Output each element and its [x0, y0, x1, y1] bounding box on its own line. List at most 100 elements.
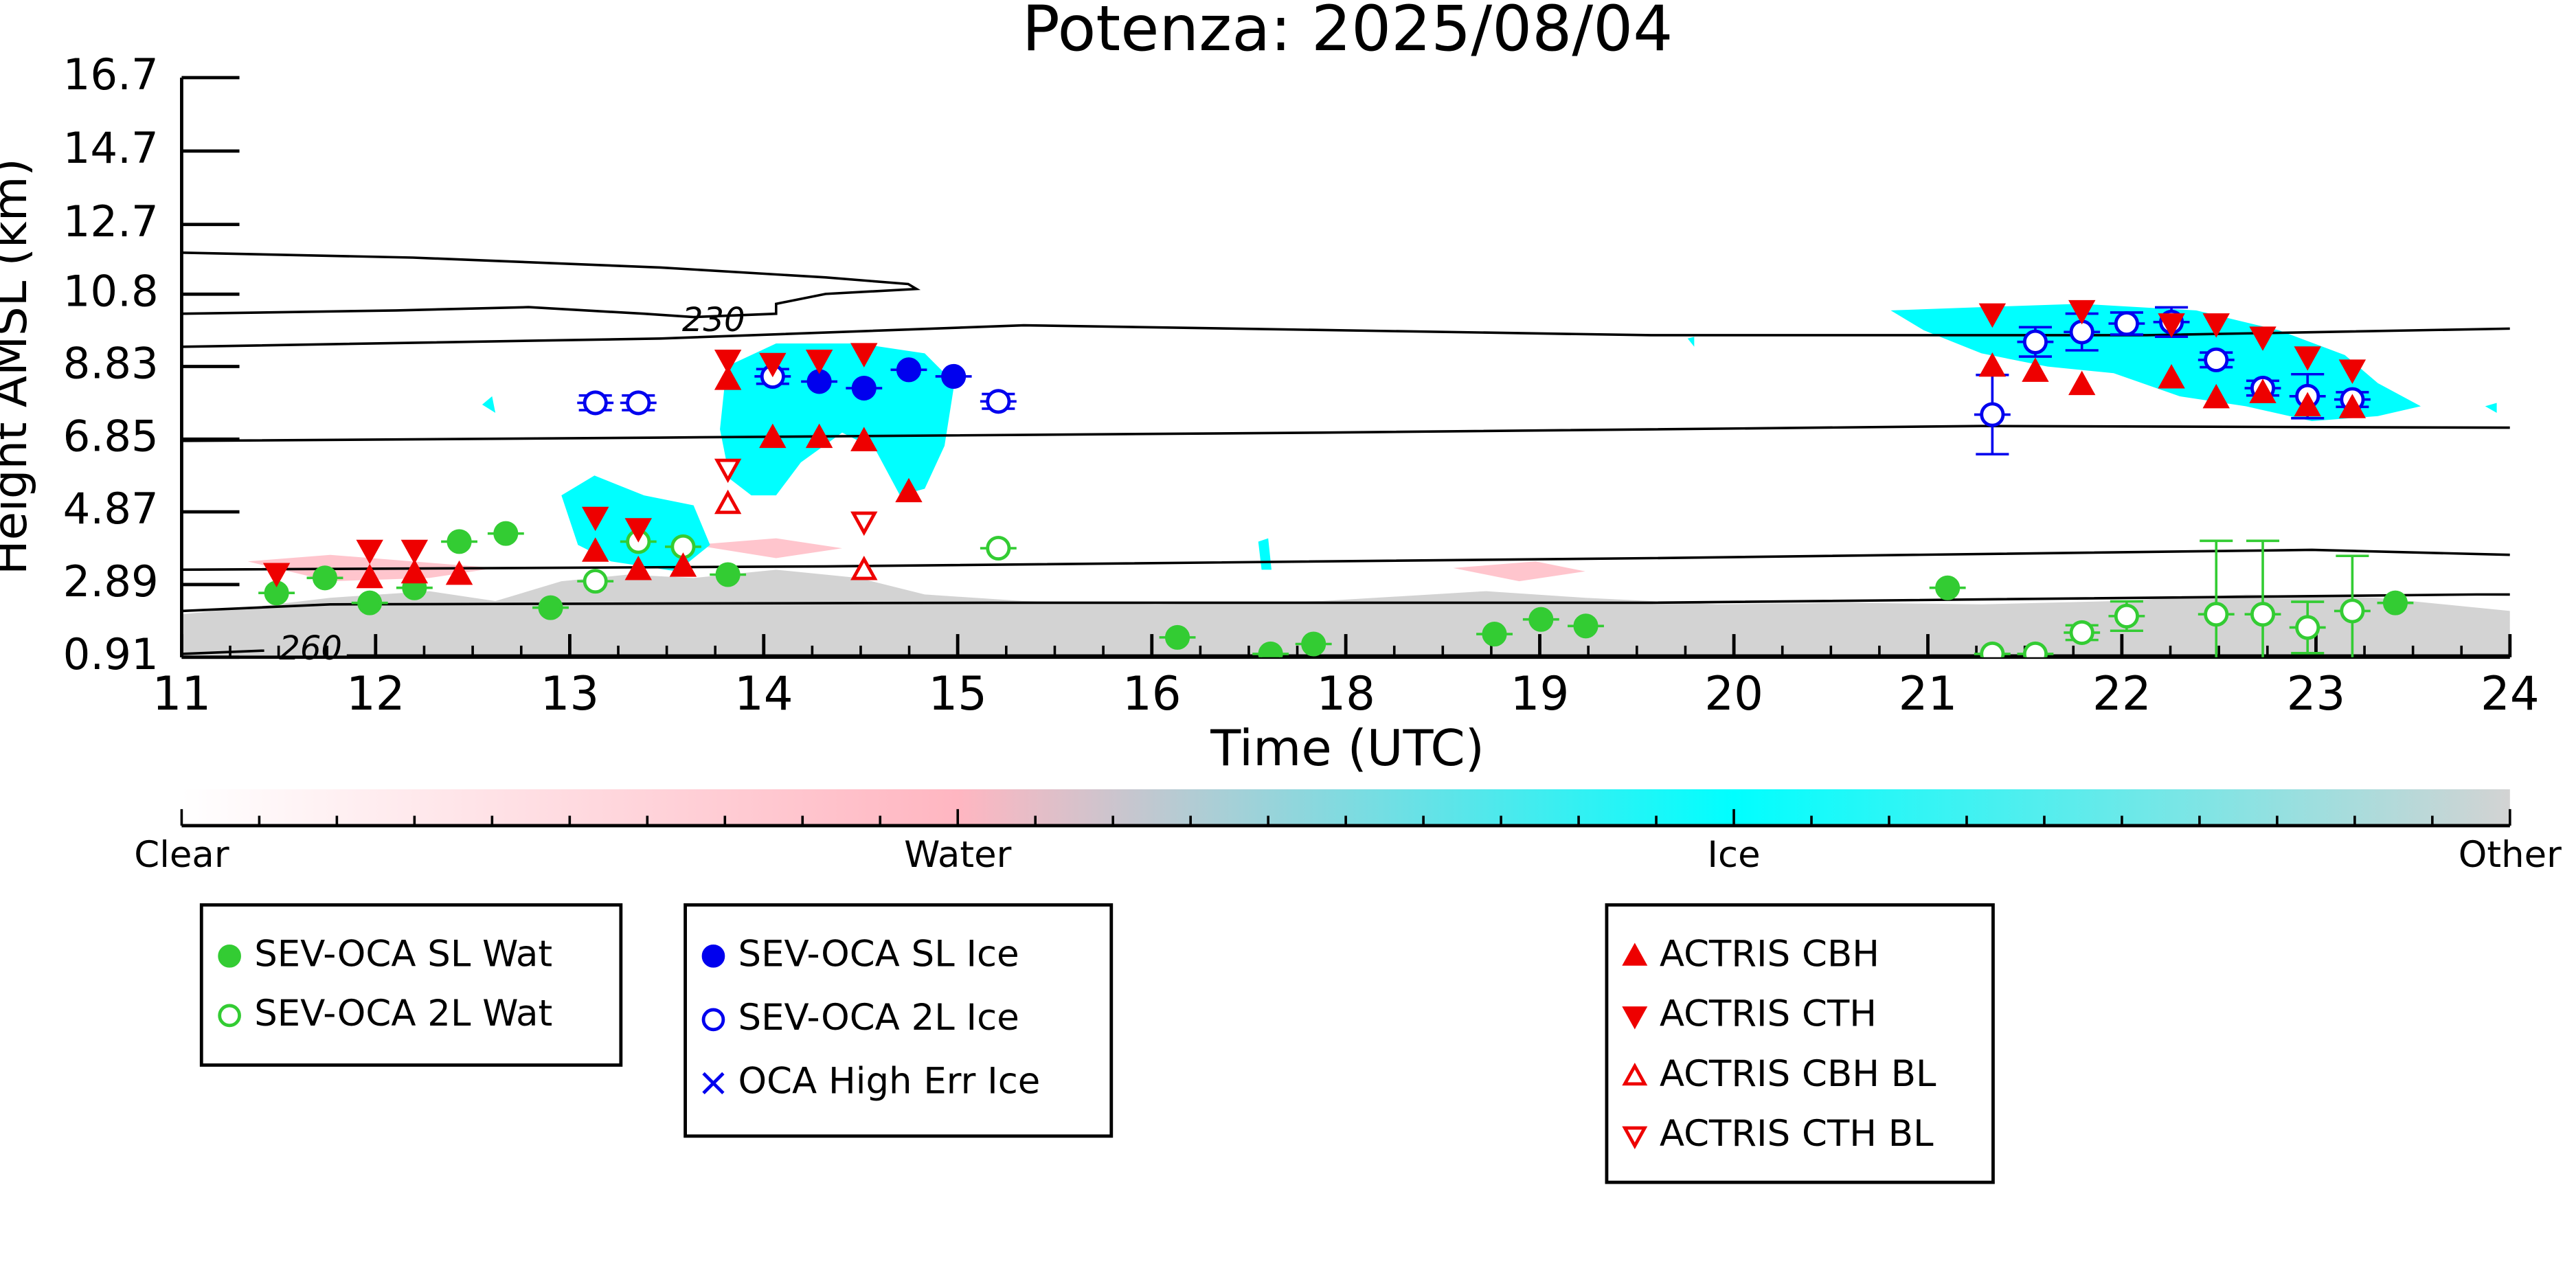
- chart-title: Potenza: 2025/08/04: [1022, 0, 1673, 65]
- point: [357, 590, 383, 615]
- point: [2338, 359, 2366, 384]
- legend-box: [199, 903, 623, 1067]
- point: [2294, 392, 2321, 417]
- point: [624, 518, 652, 543]
- x-axis-label: Time (UTC): [1210, 720, 1484, 778]
- point: [2114, 603, 2139, 629]
- point: [850, 427, 878, 451]
- point: [714, 489, 742, 515]
- contour-line: [181, 548, 2510, 572]
- contour-line: [181, 324, 2510, 348]
- x-tick-label: 24: [2481, 667, 2540, 721]
- y-tick-label: 12.7: [63, 196, 159, 247]
- point: [851, 376, 877, 401]
- x-tick-label: 23: [2287, 667, 2346, 721]
- legend-label: SEV-OCA SL Wat: [254, 933, 552, 975]
- point: [941, 363, 967, 389]
- point: [2249, 379, 2276, 403]
- point: [714, 365, 742, 390]
- point: [356, 563, 383, 589]
- legend-marker: [1622, 942, 1648, 966]
- point: [714, 349, 742, 374]
- point: [759, 423, 787, 449]
- point: [2382, 590, 2408, 615]
- point: [2068, 370, 2096, 396]
- y-tick-label: 10.8: [63, 266, 159, 316]
- legend-label: ACTRIS CTH: [1660, 993, 1877, 1035]
- y-tick-label: 4.87: [63, 484, 159, 534]
- legend-marker: [702, 1072, 725, 1095]
- point: [715, 562, 741, 587]
- x-tick-label: 16: [1122, 667, 1182, 721]
- point: [1980, 402, 2005, 427]
- point: [806, 369, 832, 394]
- legend-label: ACTRIS CBH: [1660, 933, 1879, 975]
- point: [805, 423, 833, 449]
- point: [1978, 303, 2007, 328]
- x-tick-label: 14: [734, 667, 793, 721]
- y-axis-label: Height AMSL (km): [0, 158, 37, 575]
- y-tick-label: 6.85: [63, 411, 159, 461]
- legend-marker: [701, 945, 725, 968]
- point: [2249, 326, 2276, 351]
- point: [850, 343, 878, 368]
- point: [1978, 352, 2007, 377]
- point: [2069, 620, 2094, 645]
- point: [626, 390, 651, 416]
- point: [583, 390, 608, 416]
- point: [583, 569, 608, 594]
- legend-box: [683, 903, 1114, 1138]
- contour-line: [181, 593, 2510, 613]
- plot-area: [258, 300, 2414, 657]
- point: [850, 511, 878, 536]
- legend-label: SEV-OCA 2L Ice: [738, 997, 1019, 1039]
- point: [2202, 313, 2230, 338]
- point: [714, 458, 742, 484]
- point: [2022, 357, 2049, 382]
- legend-box: [1605, 903, 1995, 1184]
- y-tick-label: 8.83: [63, 339, 159, 389]
- y-tick-label: 14.7: [63, 123, 159, 173]
- point: [895, 477, 923, 503]
- x-tick-label: 19: [1511, 667, 1570, 721]
- point: [805, 349, 833, 374]
- point: [447, 529, 472, 554]
- legend-label: ACTRIS CTH BL: [1660, 1113, 1934, 1155]
- point: [1528, 607, 1554, 632]
- legend-label: SEV-OCA 2L Wat: [254, 993, 552, 1035]
- point: [581, 506, 609, 532]
- legend-marker: [218, 1004, 241, 1028]
- point: [896, 357, 921, 383]
- point: [1258, 641, 1283, 657]
- legend-label: SEV-OCA SL Ice: [738, 933, 1019, 975]
- x-tick-label: 11: [152, 667, 212, 721]
- point: [312, 565, 338, 591]
- point: [986, 535, 1011, 561]
- legend-marker: [1622, 1062, 1648, 1086]
- legend-marker: [1622, 1126, 1648, 1149]
- legend-label: OCA High Err Ice: [738, 1061, 1041, 1103]
- colorbar-label: Ice: [1707, 834, 1760, 876]
- point: [2204, 602, 2229, 627]
- contour-label: 260: [279, 629, 342, 668]
- contour-line: [181, 251, 921, 319]
- point: [1301, 631, 1326, 657]
- point: [356, 539, 383, 565]
- x-tick-label: 13: [541, 667, 600, 721]
- colorbar-label: Clear: [134, 834, 229, 876]
- point: [2204, 347, 2229, 372]
- point: [2022, 641, 2048, 657]
- point: [1935, 575, 1961, 600]
- point: [400, 539, 429, 565]
- point: [493, 521, 519, 546]
- point: [1482, 622, 1507, 647]
- point: [850, 555, 878, 580]
- point: [445, 560, 473, 585]
- colorbar-label: Water: [904, 834, 1012, 876]
- point: [538, 595, 563, 620]
- legend-label: ACTRIS CBH BL: [1660, 1053, 1936, 1095]
- point: [669, 552, 697, 577]
- contour-line: [181, 425, 2510, 442]
- point: [2202, 383, 2230, 409]
